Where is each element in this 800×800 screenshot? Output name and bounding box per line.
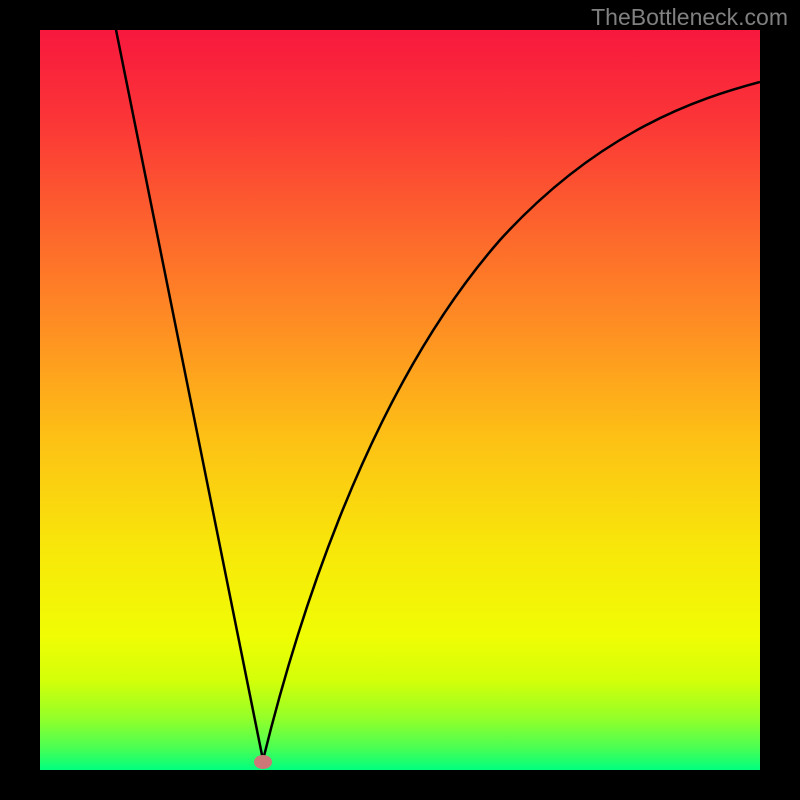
watermark-text: TheBottleneck.com [591, 4, 788, 31]
bottleneck-chart [0, 0, 800, 800]
minimum-marker [254, 755, 272, 769]
plot-area [40, 30, 760, 770]
chart-svg [0, 0, 800, 800]
